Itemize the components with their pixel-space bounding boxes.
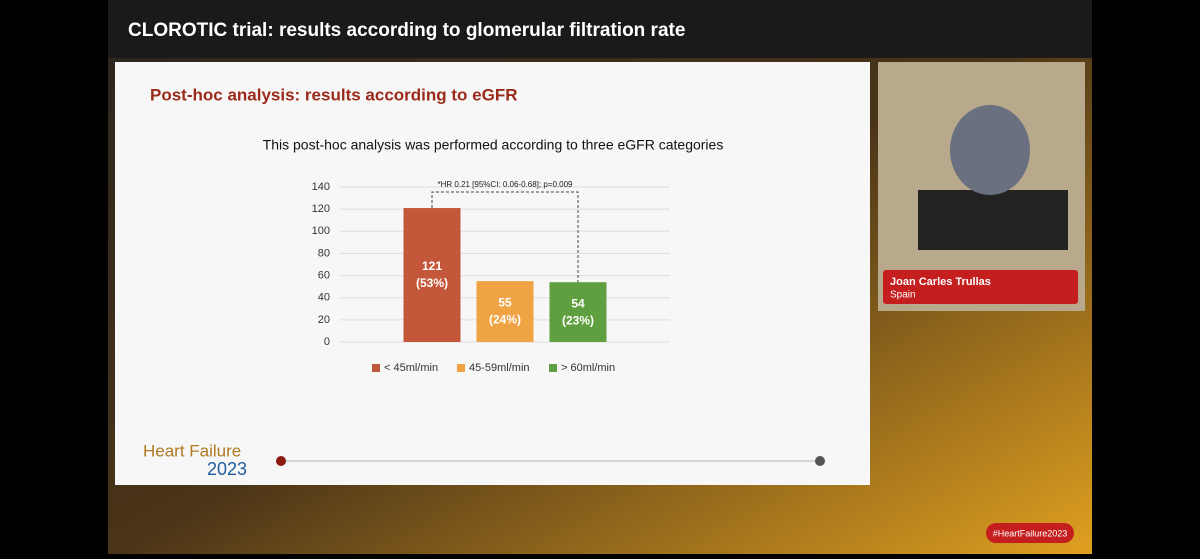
bar — [476, 281, 534, 342]
stream-title: CLOROTIC trial: results according to glo… — [128, 20, 685, 41]
hashtag-badge — [986, 523, 1074, 543]
y-tick-label: 20 — [318, 314, 330, 326]
rule-dot — [815, 456, 825, 466]
annotation-bracket — [431, 191, 579, 283]
name-badge — [883, 270, 1078, 304]
hashtag: #HeartFailure2023 — [993, 528, 1068, 538]
share-label: (53%) — [416, 276, 448, 290]
slide — [115, 62, 870, 485]
annotation: *HR 0.21 [95%CI: 0.06-0.68]; p=0.009 — [438, 180, 574, 189]
logo-year: 2023 — [207, 459, 247, 479]
legend-swatch — [457, 364, 465, 372]
speaker-name: Joan Carles Trullas — [890, 276, 991, 288]
y-tick-label: 120 — [312, 203, 330, 215]
legend-label: < 45ml/min — [384, 362, 438, 374]
title-bar — [108, 0, 1092, 58]
y-tick-label: 100 — [312, 225, 330, 237]
speaker — [950, 105, 1030, 195]
legend-swatch — [549, 364, 557, 372]
value-label: 54 — [571, 296, 585, 310]
y-tick-label: 60 — [318, 269, 330, 281]
slide-heading: Post-hoc analysis: results according to … — [150, 85, 517, 104]
legend-swatch — [372, 364, 380, 372]
y-tick-label: 0 — [324, 336, 330, 348]
y-tick-label: 80 — [318, 247, 330, 259]
y-tick-label: 140 — [312, 181, 330, 193]
bar — [403, 208, 461, 342]
speaker-country: Spain — [890, 290, 916, 301]
slide-subtitle: This post-hoc analysis was performed acc… — [263, 137, 724, 153]
share-label: (23%) — [562, 313, 594, 327]
value-label: 121 — [422, 259, 442, 273]
share-label: (24%) — [489, 313, 521, 327]
y-tick-label: 40 — [318, 292, 330, 304]
legend-label: > 60ml/min — [561, 362, 615, 374]
legend-label: 45-59ml/min — [469, 362, 530, 374]
logo-text: Heart Failure — [143, 441, 241, 460]
podium — [918, 190, 1068, 250]
bar — [549, 282, 607, 342]
rule-dot — [276, 456, 286, 466]
value-label: 55 — [498, 296, 512, 310]
